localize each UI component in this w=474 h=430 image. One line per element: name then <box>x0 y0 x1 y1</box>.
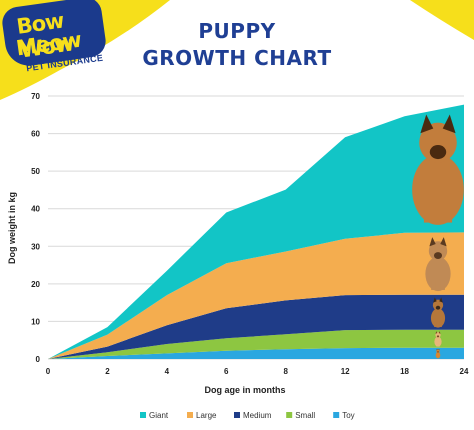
y-tick-label: 20 <box>31 280 40 289</box>
giant-dog-icon <box>412 114 464 225</box>
legend-label-giant: Giant <box>149 411 169 420</box>
x-tick-label: 6 <box>224 367 229 376</box>
chart-title-line2: GROWTH CHART <box>142 46 332 70</box>
area-series <box>48 104 464 359</box>
legend-label-large: Large <box>196 411 217 420</box>
area-large <box>48 232 464 359</box>
legend-label-small: Small <box>295 411 315 420</box>
area-giant <box>48 104 464 359</box>
x-tick-label: 8 <box>283 367 288 376</box>
x-axis-label: Dog age in months <box>205 385 286 395</box>
y-tick-label: 50 <box>31 167 40 176</box>
y-tick-label: 30 <box>31 242 40 251</box>
area-toy <box>48 347 464 359</box>
legend: Giant Large Medium Small Toy <box>140 411 355 420</box>
y-axis-ticks: 0 10 20 30 40 50 60 70 <box>31 92 40 364</box>
legend-swatch-toy <box>333 412 340 418</box>
x-tick-label: 18 <box>400 367 409 376</box>
x-tick-label: 4 <box>165 367 170 376</box>
legend-label-medium: Medium <box>243 411 272 420</box>
dog-illustrations <box>412 114 464 359</box>
legend-label-toy: Toy <box>342 411 354 420</box>
y-tick-label: 40 <box>31 205 40 214</box>
top-right-yellow-shape <box>410 0 474 40</box>
x-tick-label: 12 <box>341 367 350 376</box>
x-tick-label: 24 <box>460 367 469 376</box>
chart-title-line1: PUPPY <box>198 19 276 43</box>
y-tick-label: 10 <box>31 317 40 326</box>
medium-dog-icon <box>430 297 446 328</box>
x-axis-ticks: 0 2 4 6 8 12 18 24 <box>46 367 469 376</box>
small-dog-icon <box>434 331 442 347</box>
large-dog-icon <box>425 237 451 292</box>
area-small <box>48 329 464 359</box>
legend-swatch-medium <box>234 412 240 418</box>
legend-swatch-small <box>286 412 293 418</box>
legend-swatch-giant <box>140 412 146 418</box>
x-tick-label: 0 <box>46 367 51 376</box>
chart-title: PUPPY GROWTH CHART <box>0 18 474 72</box>
y-tick-label: 60 <box>31 130 40 139</box>
area-medium <box>48 294 464 359</box>
y-tick-label: 0 <box>36 355 41 364</box>
toy-dog-icon <box>435 348 441 359</box>
x-tick-label: 2 <box>105 367 110 376</box>
y-axis-label: Dog weight in kg <box>7 192 17 264</box>
legend-swatch-large <box>187 412 193 418</box>
y-tick-label: 70 <box>31 92 40 101</box>
